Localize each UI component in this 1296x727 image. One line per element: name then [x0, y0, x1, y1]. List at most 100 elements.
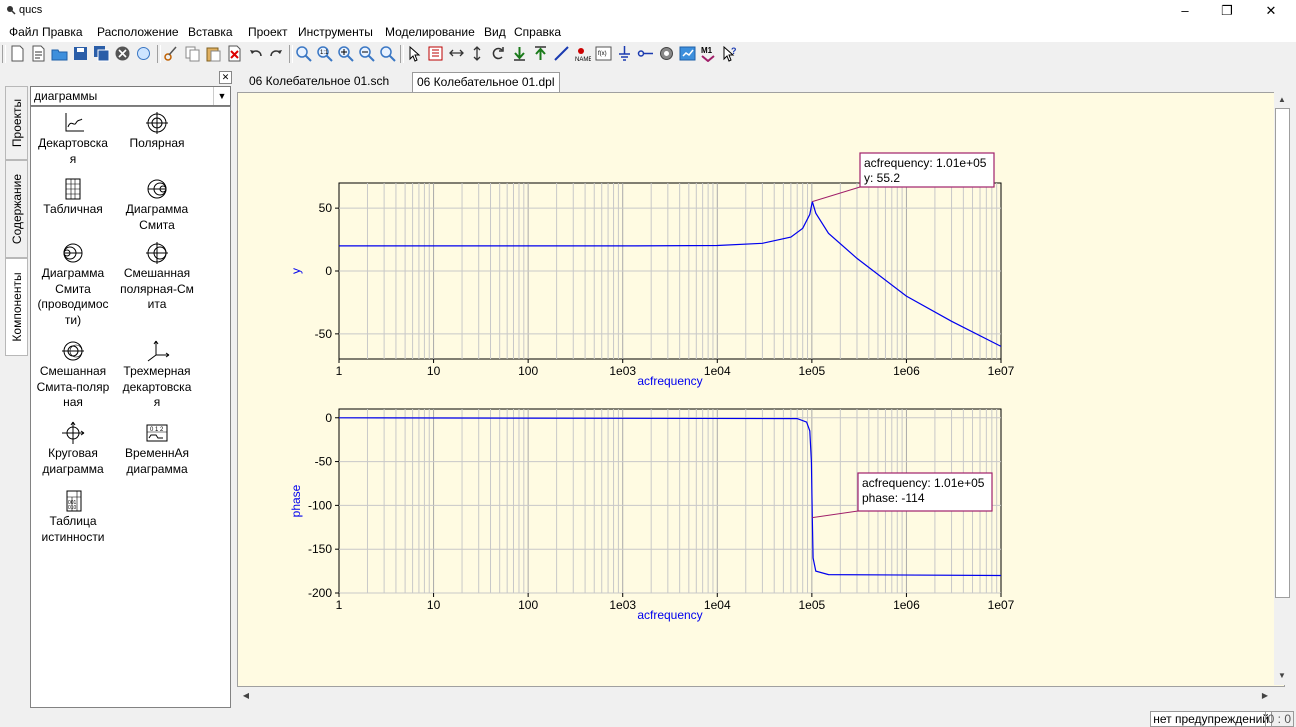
x-axis-label: acfrequency: [637, 608, 702, 622]
new-text-icon[interactable]: [30, 45, 47, 62]
qucs-app-icon: [7, 6, 16, 15]
rotate-icon[interactable]: [490, 45, 507, 62]
redo-icon[interactable]: [268, 45, 285, 62]
toolbar-separator: [400, 45, 404, 63]
tab-components[interactable]: Компоненты: [5, 258, 28, 356]
wire-label-icon[interactable]: NAME: [574, 45, 591, 62]
port-icon[interactable]: [637, 45, 654, 62]
menu-bar: Файл Правка Расположение Вставка Проект …: [0, 22, 1296, 42]
new-file-icon[interactable]: [9, 45, 26, 62]
category-select[interactable]: диаграммы ▼: [30, 86, 231, 106]
palette-item-truth-table[interactable]: 001 010 Таблица истинности: [31, 489, 115, 545]
palette-item-polar[interactable]: Полярная: [115, 111, 199, 152]
scroll-down-icon[interactable]: ▼: [1278, 671, 1286, 680]
zoom-fit-icon[interactable]: [295, 45, 312, 62]
simulate-gear-icon[interactable]: [658, 45, 675, 62]
tab-projects[interactable]: Проекты: [5, 86, 28, 160]
marker-text: y: 55.2: [864, 171, 900, 185]
palette-item-3d-cartesian[interactable]: Трехмерная декартовска я: [115, 339, 199, 411]
dock-close-button[interactable]: ✕: [219, 71, 232, 84]
scroll-right-icon[interactable]: ▶: [1261, 691, 1269, 700]
horizontal-scrollbar[interactable]: ◀ ▶: [237, 688, 1274, 704]
edit-properties-icon[interactable]: [427, 45, 444, 62]
marker-icon[interactable]: M1: [700, 45, 717, 62]
menu-simulation[interactable]: Моделирование: [385, 25, 475, 39]
x-tick-label: 10: [427, 364, 441, 378]
scroll-up-icon[interactable]: ▲: [1278, 95, 1286, 104]
chevron-down-icon[interactable]: ▼: [213, 87, 230, 105]
y-axis-label: y: [289, 268, 303, 274]
move-up-icon[interactable]: [532, 45, 549, 62]
svg-text:?: ?: [731, 46, 737, 56]
close-doc-icon[interactable]: [114, 45, 131, 62]
undo-icon[interactable]: [247, 45, 264, 62]
menu-view[interactable]: Вид: [484, 25, 506, 39]
y-tick-label: -200: [308, 586, 332, 600]
paste-icon[interactable]: [205, 45, 222, 62]
palette-item-label: Табличная: [43, 202, 103, 216]
title-bar: qucs – ❐ ✕: [0, 0, 1296, 22]
x-tick-label: 1: [336, 364, 343, 378]
help-pointer-icon[interactable]: ?: [721, 45, 738, 62]
view-data-icon[interactable]: [679, 45, 696, 62]
ground-icon[interactable]: [616, 45, 633, 62]
vertical-scroll-thumb[interactable]: [1275, 108, 1290, 598]
palette-item-cartesian[interactable]: Декартовска я: [31, 111, 115, 167]
open-folder-icon[interactable]: [51, 45, 68, 62]
equation-icon[interactable]: f(x): [595, 45, 612, 62]
copy-icon[interactable]: [184, 45, 201, 62]
palette-item-tabular[interactable]: Табличная: [31, 177, 115, 218]
palette-item-smith-admittance[interactable]: Диаграмма Смита (проводимос ти): [31, 241, 115, 328]
locus-curve-icon: [62, 421, 85, 444]
palette-item-polar-smith[interactable]: Смешанная полярная-См ита: [115, 241, 199, 313]
move-down-icon[interactable]: [511, 45, 528, 62]
palette-item-smith-polar[interactable]: Смешанная Смита-поляр ная: [31, 339, 115, 411]
select-arrow-icon[interactable]: [406, 45, 423, 62]
minimize-button[interactable]: –: [1181, 3, 1189, 18]
zoom-in-icon[interactable]: [337, 45, 354, 62]
menu-project[interactable]: Проект: [248, 25, 288, 39]
tab-schematic[interactable]: 06 Колебательное 01.sch: [249, 74, 390, 88]
delete-icon[interactable]: [226, 45, 243, 62]
close-button[interactable]: ✕: [1265, 3, 1277, 18]
tab-contents-label: Содержание: [9, 173, 24, 245]
zoom-pan-icon[interactable]: [379, 45, 396, 62]
y-tick-label: -100: [308, 498, 332, 512]
maximize-button[interactable]: ❐: [1221, 3, 1233, 18]
menu-help[interactable]: Справка: [514, 25, 562, 39]
tab-display[interactable]: 06 Колебательное 01.dpl: [412, 72, 560, 92]
smith-admittance-icon: [63, 243, 83, 263]
menu-tools[interactable]: Инструменты: [298, 25, 373, 39]
menu-positioning[interactable]: Расположение: [97, 25, 179, 39]
palette-item-timing[interactable]: 0 1 2 ВременнАя диаграмма: [115, 421, 199, 477]
x-tick-label: 10: [427, 598, 441, 612]
palette-item-smith[interactable]: Диаграмма Смита: [115, 177, 199, 233]
print-icon[interactable]: [135, 45, 152, 62]
y-tick-label: 0: [325, 264, 332, 278]
x-tick-label: 1e05: [799, 598, 826, 612]
polar-smith-icon: [146, 242, 168, 264]
polar-diagram-icon: [146, 112, 168, 134]
wire-icon[interactable]: [553, 45, 570, 62]
menu-edit[interactable]: Правка: [42, 25, 83, 39]
tabular-diagram-icon: [65, 178, 81, 200]
mirror-x-icon[interactable]: [448, 45, 465, 62]
x-tick-label: 1e03: [609, 598, 636, 612]
x-tick-label: 1e06: [893, 364, 920, 378]
data-series-line: [338, 417, 1002, 577]
palette-item-locus[interactable]: Круговая диаграмма: [31, 421, 115, 477]
save-icon[interactable]: [72, 45, 89, 62]
zoom-selection-icon[interactable]: 1:1: [316, 45, 333, 62]
cut-icon[interactable]: [163, 45, 180, 62]
menu-file[interactable]: Файл: [9, 25, 39, 39]
menu-insert[interactable]: Вставка: [188, 25, 233, 39]
tab-contents[interactable]: Содержание: [5, 160, 28, 258]
mirror-y-icon[interactable]: [469, 45, 486, 62]
zoom-out-icon[interactable]: [358, 45, 375, 62]
y-tick-label: -50: [315, 455, 333, 469]
diagram-canvas[interactable]: 1 10 100 1e03 1e04 1e05 1e06 1e07 50 0 -50 acfreque…: [237, 92, 1285, 687]
scroll-left-icon[interactable]: ◀: [242, 691, 250, 700]
x-tick-label: 1: [336, 598, 343, 612]
save-all-icon[interactable]: [93, 45, 110, 62]
dock-title-bar[interactable]: [32, 70, 232, 84]
